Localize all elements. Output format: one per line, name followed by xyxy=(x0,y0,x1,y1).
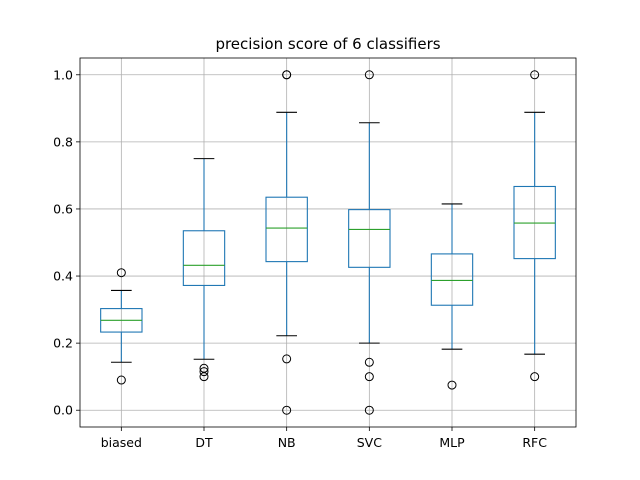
x-tick-label: biased xyxy=(101,435,142,450)
x-tick-label: SVC xyxy=(357,435,382,450)
y-tick-label: 0.0 xyxy=(53,403,73,418)
y-tick-label: 1.0 xyxy=(53,67,73,82)
box-SVC xyxy=(348,70,391,415)
outlier-point xyxy=(530,70,540,80)
outlier-point xyxy=(199,367,209,377)
outlier-point xyxy=(364,357,374,367)
outlier-point xyxy=(447,380,457,390)
x-tick-label: DT xyxy=(195,435,213,450)
y-tick-label: 0.4 xyxy=(53,269,73,284)
box-MLP xyxy=(430,203,474,390)
axes-frame xyxy=(79,57,577,428)
iqr-box xyxy=(182,230,226,286)
x-tick-label: RFC xyxy=(522,435,547,450)
outlier-point xyxy=(282,405,292,415)
y-axis-ticks: 0.0 0.2 0.4 0.6 0.8 1.0 xyxy=(53,67,80,418)
outlier-point xyxy=(364,372,374,382)
box-DT xyxy=(182,158,226,382)
outlier-point xyxy=(364,70,374,80)
box-NB xyxy=(265,70,308,415)
y-tick-label: 0.8 xyxy=(53,134,73,149)
iqr-box xyxy=(430,253,474,306)
x-tick-label: MLP xyxy=(439,435,465,450)
grid-lines xyxy=(80,58,576,427)
y-tick-label: 0.2 xyxy=(53,336,73,351)
outlier-point xyxy=(199,372,209,382)
outlier-point xyxy=(282,354,292,364)
box-RFC xyxy=(513,70,556,382)
y-tick-label: 0.6 xyxy=(53,201,73,216)
box-plot-series xyxy=(100,70,556,415)
outlier-point xyxy=(364,405,374,415)
x-axis-ticks: biased DT NB SVC MLP RFC xyxy=(101,427,547,450)
x-tick-label: NB xyxy=(278,435,296,450)
outlier-point xyxy=(116,375,126,385)
iqr-box xyxy=(265,196,308,263)
outlier-point xyxy=(116,268,126,278)
iqr-box xyxy=(348,209,391,268)
box-biased xyxy=(100,268,143,385)
outlier-point xyxy=(530,372,540,382)
chart-title: precision score of 6 classifiers xyxy=(215,35,440,53)
outlier-point xyxy=(282,70,292,80)
